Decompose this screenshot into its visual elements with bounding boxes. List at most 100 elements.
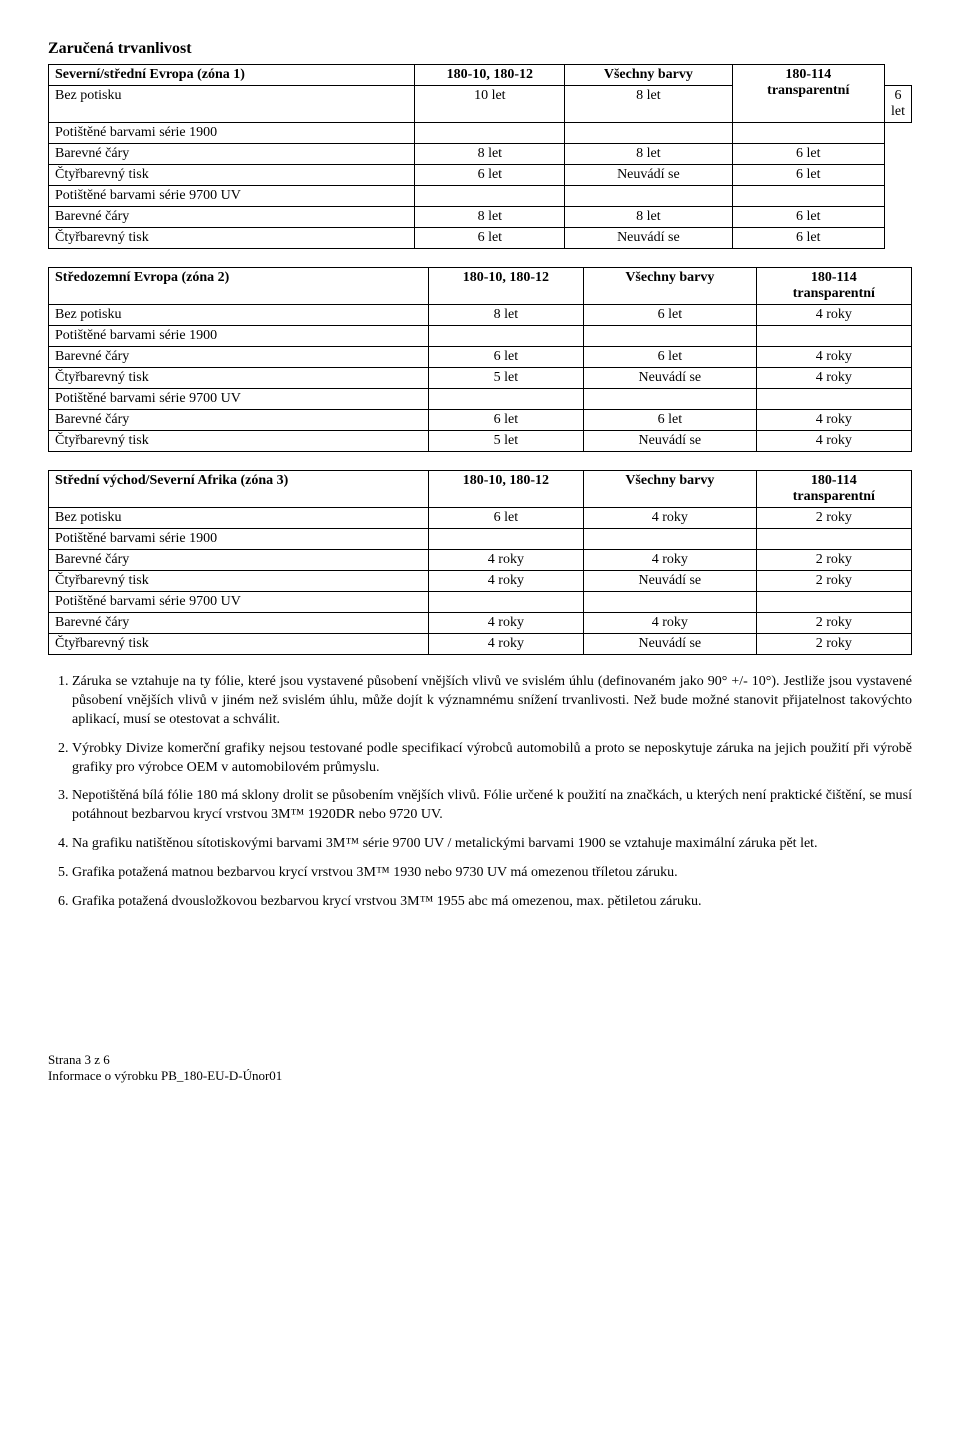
col-header: 180-10, 180-12 bbox=[415, 65, 565, 86]
col-header: 180-10, 180-12 bbox=[428, 268, 583, 305]
cell: 2 roky bbox=[756, 634, 911, 655]
cell: 4 roky bbox=[756, 410, 911, 431]
row-label: Čtyřbarevný tisk bbox=[49, 368, 429, 389]
warranty-table-zone-2: Středozemní Evropa (zóna 2) 180-10, 180-… bbox=[48, 267, 912, 452]
page-footer: Strana 3 z 6 Informace o výrobku PB_180-… bbox=[48, 1052, 912, 1084]
row-label: Bez potisku bbox=[49, 305, 429, 326]
cell: 4 roky bbox=[756, 305, 911, 326]
table-row: Potištěné barvami série 9700 UV bbox=[49, 592, 912, 613]
table-row: Potištěné barvami série 1900 bbox=[49, 123, 912, 144]
cell: 6 let bbox=[584, 305, 757, 326]
cell: 6 let bbox=[584, 410, 757, 431]
row-label: Barevné čáry bbox=[49, 347, 429, 368]
cell: 8 let bbox=[415, 144, 565, 165]
col-header: Všechny barvy bbox=[565, 65, 732, 86]
row-label: Bez potisku bbox=[49, 508, 429, 529]
table-row: Potištěné barvami série 1900 bbox=[49, 529, 912, 550]
table-row: Potištěné barvami série 9700 UV bbox=[49, 389, 912, 410]
cell: 4 roky bbox=[428, 613, 583, 634]
row-label: Barevné čáry bbox=[49, 613, 429, 634]
table-row: Potištěné barvami série 1900 bbox=[49, 326, 912, 347]
table-row: Potištěné barvami série 9700 UV bbox=[49, 186, 912, 207]
cell: 6 let bbox=[732, 228, 884, 249]
list-item: Nepotištěná bílá fólie 180 má sklony dro… bbox=[72, 787, 912, 825]
zone-title: Středozemní Evropa (zóna 2) bbox=[49, 268, 429, 305]
table-row: Čtyřbarevný tisk 5 let Neuvádí se 4 roky bbox=[49, 368, 912, 389]
list-item: Grafika potažená matnou bezbarvou krycí … bbox=[72, 864, 912, 883]
warranty-table-zone-3: Střední východ/Severní Afrika (zóna 3) 1… bbox=[48, 470, 912, 655]
cell: 6 let bbox=[732, 144, 884, 165]
table-row: Barevné čáry 4 roky 4 roky 2 roky bbox=[49, 550, 912, 571]
table-row: Čtyřbarevný tisk 4 roky Neuvádí se 2 rok… bbox=[49, 634, 912, 655]
cell: 6 let bbox=[584, 347, 757, 368]
table-row: Čtyřbarevný tisk 4 roky Neuvádí se 2 rok… bbox=[49, 571, 912, 592]
table-row: Barevné čáry 8 let 8 let 6 let bbox=[49, 144, 912, 165]
row-label: Potištěné barvami série 9700 UV bbox=[49, 186, 415, 207]
row-label: Čtyřbarevný tisk bbox=[49, 165, 415, 186]
cell: 4 roky bbox=[428, 550, 583, 571]
cell: 8 let bbox=[565, 144, 732, 165]
cell: 5 let bbox=[428, 368, 583, 389]
row-label: Bez potisku bbox=[49, 86, 415, 123]
list-item: Na grafiku natištěnou sítotiskovými barv… bbox=[72, 835, 912, 854]
col-header: 180-114transparentní bbox=[756, 268, 911, 305]
cell: 8 let bbox=[415, 207, 565, 228]
col-header: Všechny barvy bbox=[584, 268, 757, 305]
table-row: Čtyřbarevný tisk 6 let Neuvádí se 6 let bbox=[49, 165, 912, 186]
row-label: Barevné čáry bbox=[49, 207, 415, 228]
cell: 8 let bbox=[428, 305, 583, 326]
cell: 10 let bbox=[415, 86, 565, 123]
col-header: 180-114transparentní bbox=[732, 65, 884, 123]
row-label: Čtyřbarevný tisk bbox=[49, 571, 429, 592]
zone-title: Střední východ/Severní Afrika (zóna 3) bbox=[49, 471, 429, 508]
cell: Neuvádí se bbox=[584, 368, 757, 389]
row-label: Potištěné barvami série 1900 bbox=[49, 529, 429, 550]
cell: 6 let bbox=[415, 165, 565, 186]
page-number: Strana 3 z 6 bbox=[48, 1052, 912, 1068]
cell: 2 roky bbox=[756, 508, 911, 529]
col-header: Všechny barvy bbox=[584, 471, 757, 508]
cell: Neuvádí se bbox=[565, 165, 732, 186]
cell: Neuvádí se bbox=[565, 228, 732, 249]
row-label: Barevné čáry bbox=[49, 550, 429, 571]
section-title: Zaručená trvanlivost bbox=[48, 40, 912, 58]
table-row: Barevné čáry 6 let 6 let 4 roky bbox=[49, 347, 912, 368]
cell: 8 let bbox=[565, 86, 732, 123]
cell: 4 roky bbox=[584, 550, 757, 571]
cell: 2 roky bbox=[756, 550, 911, 571]
cell: 6 let bbox=[428, 508, 583, 529]
cell: Neuvádí se bbox=[584, 634, 757, 655]
footer-info: Informace o výrobku PB_180-EU-D-Únor01 bbox=[48, 1068, 912, 1084]
table-row: Čtyřbarevný tisk 5 let Neuvádí se 4 roky bbox=[49, 431, 912, 452]
cell: 6 let bbox=[415, 228, 565, 249]
cell: 6 let bbox=[732, 165, 884, 186]
table-row: Barevné čáry 8 let 8 let 6 let bbox=[49, 207, 912, 228]
row-label: Potištěné barvami série 1900 bbox=[49, 123, 415, 144]
table-row: Barevné čáry 4 roky 4 roky 2 roky bbox=[49, 613, 912, 634]
notes-list: Záruka se vztahuje na ty fólie, které js… bbox=[48, 673, 912, 912]
col-header: 180-114transparentní bbox=[756, 471, 911, 508]
cell: 4 roky bbox=[428, 634, 583, 655]
cell: 4 roky bbox=[756, 431, 911, 452]
table-row: Bez potisku 6 let 4 roky 2 roky bbox=[49, 508, 912, 529]
zone-title: Severní/střední Evropa (zóna 1) bbox=[49, 65, 415, 86]
cell: 6 let bbox=[732, 207, 884, 228]
cell: 4 roky bbox=[756, 347, 911, 368]
cell: 4 roky bbox=[584, 613, 757, 634]
list-item: Grafika potažená dvousložkovou bezbarvou… bbox=[72, 893, 912, 912]
list-item: Záruka se vztahuje na ty fólie, které js… bbox=[72, 673, 912, 730]
row-label: Čtyřbarevný tisk bbox=[49, 431, 429, 452]
table-row: Barevné čáry 6 let 6 let 4 roky bbox=[49, 410, 912, 431]
col-header: 180-10, 180-12 bbox=[428, 471, 583, 508]
cell: Neuvádí se bbox=[584, 571, 757, 592]
table-row: Čtyřbarevný tisk 6 let Neuvádí se 6 let bbox=[49, 228, 912, 249]
row-label: Barevné čáry bbox=[49, 410, 429, 431]
cell: Neuvádí se bbox=[584, 431, 757, 452]
warranty-table-zone-1: Severní/střední Evropa (zóna 1) 180-10, … bbox=[48, 64, 912, 249]
list-item: Výrobky Divize komerční grafiky nejsou t… bbox=[72, 740, 912, 778]
cell: 6 let bbox=[428, 410, 583, 431]
cell: 5 let bbox=[428, 431, 583, 452]
cell: 6 let bbox=[885, 86, 912, 123]
cell: 8 let bbox=[565, 207, 732, 228]
cell: 4 roky bbox=[428, 571, 583, 592]
